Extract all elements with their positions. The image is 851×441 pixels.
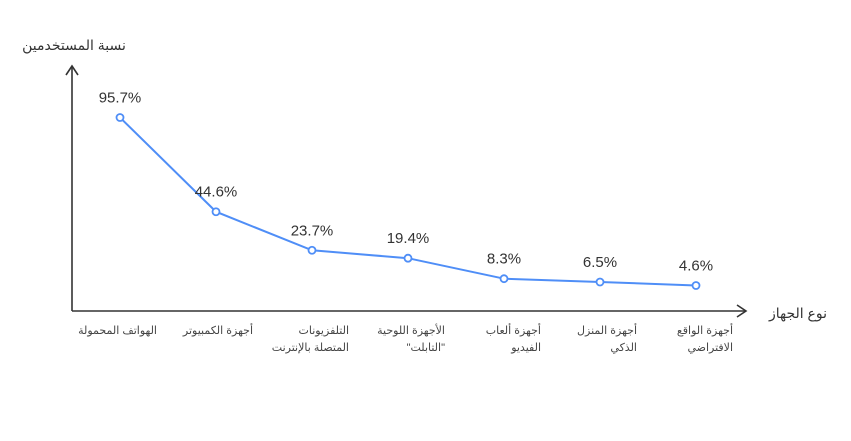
- data-label: 6.5%: [583, 254, 617, 271]
- axes: [65, 64, 748, 318]
- data-label: 8.3%: [487, 251, 521, 268]
- x-tick-label: أجهزة الكمبيوتر: [182, 323, 253, 337]
- x-tick-label: التلفزيونات المتصلة بالإنترنت: [272, 325, 349, 354]
- data-point: [691, 281, 701, 290]
- x-tick-label-line: الافتراضي: [687, 342, 733, 354]
- y-axis-arrow: [65, 64, 79, 76]
- data-label: 95.7%: [99, 90, 142, 107]
- x-tick-label-line: "التابلت": [407, 342, 445, 354]
- data-point: [595, 277, 605, 287]
- x-tick-label: أجهزة ألعاب الفيديو: [486, 323, 541, 354]
- x-tick-label-line: الفيديو: [510, 342, 541, 354]
- data-point: [307, 245, 317, 255]
- x-tick-label-line: أجهزة الواقع: [677, 323, 733, 337]
- x-axis-title: نوع الجهاز: [768, 305, 827, 322]
- data-label: 23.7%: [291, 222, 334, 239]
- data-label: 19.4%: [387, 230, 430, 247]
- x-axis-arrow: [736, 304, 748, 318]
- labels-layer: 95.7% الهواتف المحمولة 44.6% أجهزة الكمبيوت…: [78, 90, 733, 355]
- data-point: [115, 113, 125, 122]
- x-tick-label-line: أجهزة المنزل: [577, 323, 637, 337]
- x-tick-label-line: التلفزيونات: [298, 325, 349, 337]
- x-tick-label-line: أجهزة الكمبيوتر: [182, 323, 253, 337]
- x-tick-label-line: الذكي: [610, 342, 637, 354]
- x-tick-label-line: الهواتف المحمولة: [78, 325, 157, 337]
- x-tick-label-line: الأجهزة اللوحية: [377, 323, 445, 337]
- data-point: [403, 253, 413, 263]
- data-label: 4.6%: [679, 258, 713, 275]
- x-tick-label-line: المتصلة بالإنترنت: [272, 342, 349, 354]
- x-tick-label: الهواتف المحمولة: [78, 325, 157, 337]
- data-point: [499, 274, 509, 284]
- x-tick-label: أجهزة المنزل الذكي: [577, 323, 637, 354]
- data-label: 44.6%: [195, 184, 238, 201]
- x-tick-label-line: أجهزة ألعاب: [486, 323, 541, 337]
- y-axis-title: نسبة المستخدمين: [22, 37, 126, 54]
- x-tick-label: الأجهزة اللوحية "التابلت": [377, 323, 445, 354]
- x-tick-label: أجهزة الواقع الافتراضي: [677, 323, 733, 354]
- data-point: [211, 207, 221, 217]
- series-layer: [115, 113, 701, 290]
